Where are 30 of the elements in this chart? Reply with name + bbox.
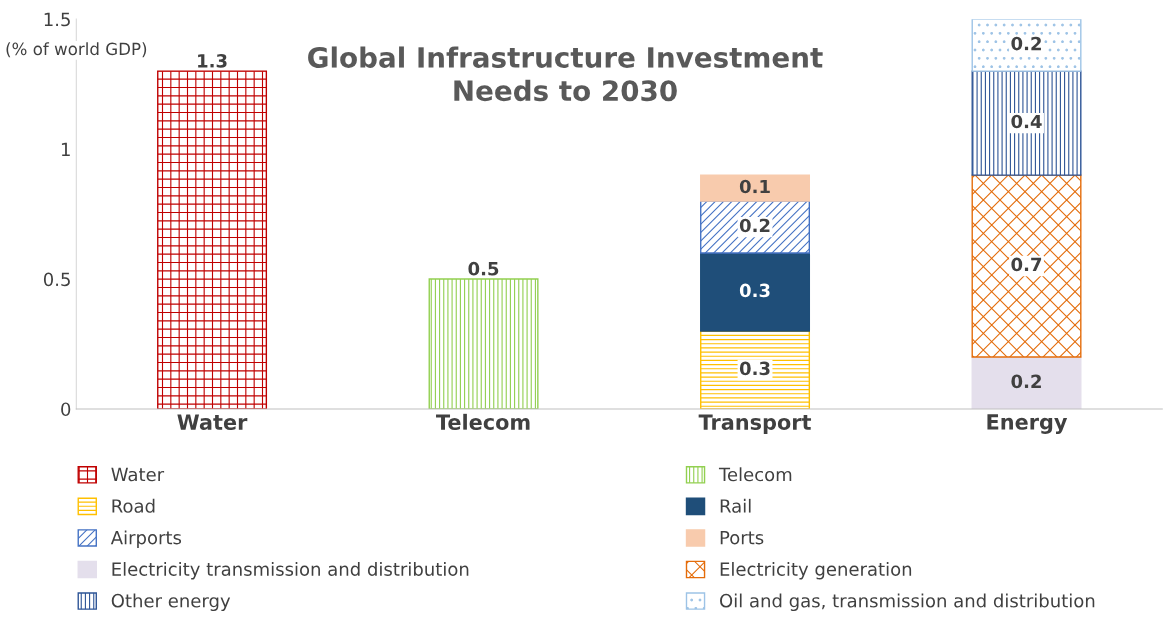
x-tick-label: Water	[177, 414, 248, 430]
data-label: 0.2	[739, 218, 770, 233]
x-tick-label: Telecom	[436, 413, 530, 430]
legend-label: Electricity transmission and distribution	[112, 561, 469, 580]
legend-label: Ports	[720, 530, 764, 545]
data-label: 0.2	[1011, 36, 1041, 51]
legend-label: Other energy	[111, 593, 231, 612]
legend-label: Oil and gas, transmission and distribution	[720, 593, 1095, 612]
y-tick-label: 1.5	[44, 12, 70, 27]
data-label: 0.3	[739, 361, 770, 376]
legend-label: Electricity generation	[720, 561, 912, 580]
data-label: 1.3	[198, 53, 227, 68]
legend-label: Water	[111, 467, 165, 482]
legend-label: Airports	[110, 530, 182, 548]
y-tick-label: 1	[61, 142, 70, 156]
legend-label: Telecom	[718, 467, 792, 482]
x-tick-label: Transport	[698, 414, 812, 434]
data-label: 0.2	[1011, 374, 1041, 389]
data-label: 0.7	[1011, 257, 1042, 272]
y-tick-label: 0	[61, 402, 71, 417]
data-label: 0.5	[468, 261, 499, 276]
y-axis-title: (% of world GDP)	[6, 42, 147, 58]
legend-label: Rail	[720, 498, 751, 513]
data-label: 0.1	[739, 179, 770, 194]
data-label: 0.4	[1011, 114, 1042, 129]
legend-label: Road	[112, 498, 155, 513]
text: Global Infrastructure Investment Needs to 2030	[308, 46, 823, 102]
data-label: 0.3	[739, 283, 770, 298]
x-tick-label: Energy	[987, 414, 1068, 434]
y-tick-label: 0.5	[43, 272, 70, 287]
